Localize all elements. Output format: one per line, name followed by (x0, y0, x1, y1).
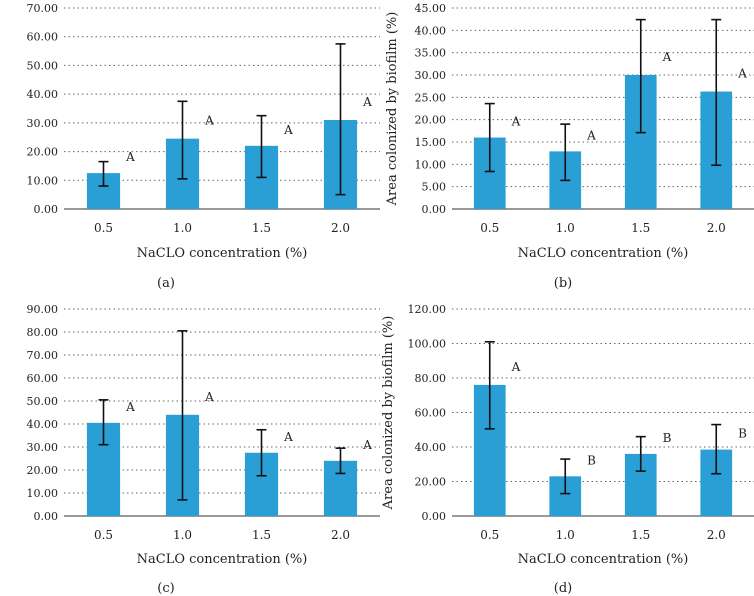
x-axis-label: NaCLO concentration (%) (518, 246, 689, 261)
chart-panel-3: 0.00 10.00 20.00 30.00 40.00 50.00 60.00 70.00 8… (27, 303, 380, 596)
y-tick-label: 40.00 (415, 441, 447, 454)
y-tick-label: 0.00 (422, 203, 447, 216)
significance-label: A (662, 50, 672, 64)
y-tick-label: 120.00 (408, 303, 447, 316)
x-tick-label: 2.0 (707, 221, 726, 235)
significance-label: A (283, 123, 293, 137)
x-tick-label: 1.0 (173, 221, 192, 235)
x-tick-label: 1.0 (556, 221, 575, 235)
panel-label: (b) (554, 276, 572, 291)
significance-label: A (511, 115, 521, 129)
x-axis-label: NaCLO concentration (%) (518, 552, 689, 567)
x-tick-label: 1.5 (252, 528, 271, 542)
significance-label: A (125, 150, 135, 164)
y-tick-label: 20.00 (415, 476, 447, 489)
y-tick-label: 70.00 (27, 2, 59, 15)
x-tick-label: 0.5 (480, 528, 499, 542)
y-tick-label: 20.00 (27, 464, 59, 477)
y-tick-label: 15.00 (415, 136, 447, 149)
x-tick-label: 2.0 (331, 528, 350, 542)
y-tick-label: 0.00 (34, 510, 59, 523)
x-axis-label: NaCLO concentration (%) (137, 552, 308, 567)
y-tick-label: 45.00 (415, 2, 447, 15)
significance-label: B (587, 453, 596, 467)
y-tick-label: 40.00 (27, 418, 59, 431)
significance-label: B (738, 427, 747, 441)
y-tick-label: 30.00 (27, 441, 59, 454)
x-tick-label: 2.0 (707, 528, 726, 542)
y-tick-label: 10.00 (27, 174, 59, 187)
y-axis-label: Area colonized by biofilm (%) (385, 12, 400, 207)
y-tick-label: 40.00 (27, 88, 59, 101)
y-tick-label: 80.00 (415, 372, 447, 385)
significance-label: B (663, 431, 672, 445)
y-tick-label: 100.00 (408, 338, 447, 351)
y-tick-label: 60.00 (415, 407, 447, 420)
x-axis-label: NaCLO concentration (%) (137, 246, 308, 261)
x-tick-label: 1.0 (173, 528, 192, 542)
y-tick-label: 10.00 (415, 158, 447, 171)
x-tick-label: 0.5 (94, 221, 113, 235)
x-tick-label: 1.5 (631, 528, 650, 542)
y-tick-label: 60.00 (27, 31, 59, 44)
chart-panel-2: 0.00 5.00 10.00 15.00 20.00 25.00 30.00 35.00 40… (385, 2, 754, 291)
panel-label: (c) (157, 581, 174, 596)
x-tick-label: 1.0 (556, 528, 575, 542)
y-tick-label: 90.00 (27, 303, 59, 316)
y-tick-label: 5.00 (422, 181, 447, 194)
y-tick-label: 60.00 (27, 372, 59, 385)
x-tick-label: 2.0 (331, 221, 350, 235)
x-tick-label: 0.5 (480, 221, 499, 235)
y-tick-label: 50.00 (27, 59, 59, 72)
y-tick-label: 0.00 (34, 203, 59, 216)
significance-label: A (125, 400, 135, 414)
panel-label: (a) (157, 276, 175, 291)
significance-label: A (511, 360, 521, 374)
significance-label: A (737, 67, 747, 81)
y-tick-label: 25.00 (415, 91, 447, 104)
significance-label: A (204, 114, 214, 128)
y-tick-label: 0.00 (422, 510, 447, 523)
x-tick-label: 1.5 (631, 221, 650, 235)
y-tick-label: 20.00 (415, 114, 447, 127)
y-tick-label: 70.00 (27, 349, 59, 362)
y-tick-label: 35.00 (415, 47, 447, 60)
panel-label: (d) (554, 581, 572, 596)
significance-label: A (362, 95, 372, 109)
significance-label: A (586, 128, 596, 142)
y-tick-label: 10.00 (27, 487, 59, 500)
y-tick-label: 50.00 (27, 395, 59, 408)
y-tick-label: 30.00 (415, 69, 447, 82)
x-tick-label: 1.5 (252, 221, 271, 235)
chart-panel-4: 0.00 20.00 40.00 60.00 80.00 100.00 120.00 A 0.5… (381, 303, 754, 596)
significance-label: A (362, 438, 372, 452)
y-axis-label: Area colonized by biofilm (%) (381, 316, 396, 511)
significance-label: A (283, 430, 293, 444)
y-tick-label: 30.00 (27, 117, 59, 130)
significance-label: A (204, 390, 214, 404)
chart-panel-1: 0.00 10.00 20.00 30.00 40.00 50.00 60.00 70.00 A… (27, 2, 380, 291)
y-tick-label: 40.00 (415, 24, 447, 37)
x-tick-label: 0.5 (94, 528, 113, 542)
y-tick-label: 20.00 (27, 146, 59, 159)
y-tick-label: 80.00 (27, 326, 59, 339)
